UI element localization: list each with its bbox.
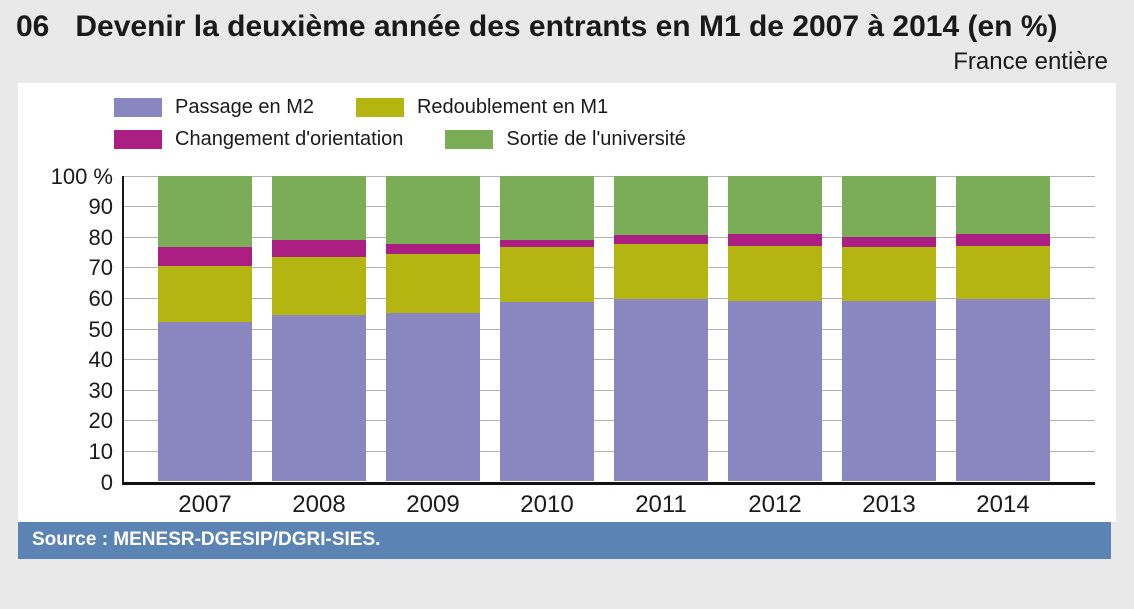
bar-segment-2008-2 <box>272 256 366 315</box>
bar-segment-2008-4 <box>272 175 366 240</box>
bar-2007 <box>158 175 252 482</box>
legend-label-3: Changement d'orientation <box>175 127 404 150</box>
gridline-70 <box>124 267 1095 269</box>
y-tick-label: 50 <box>88 316 113 342</box>
bar-segment-2011-2 <box>614 244 708 300</box>
bar-segment-2007-2 <box>158 265 252 323</box>
legend-swatch-3 <box>114 129 162 149</box>
figure-header: 06 Devenir la deuxième année des entrant… <box>0 0 1134 76</box>
gridline-60 <box>124 297 1095 299</box>
bar-segment-2013-4 <box>842 175 936 237</box>
bar-segment-2013-2 <box>842 247 936 301</box>
x-axis-labels: 2007 2008 2009 2010 2011 2012 2013 2014 <box>158 491 1116 519</box>
y-tick-label: 80 <box>88 224 113 250</box>
x-tick-label-2013: 2013 <box>862 490 916 518</box>
bar-segment-2007-1 <box>158 322 252 482</box>
bar-segment-2007-4 <box>158 175 252 248</box>
bar-segment-2009-4 <box>386 175 480 245</box>
legend-row-2: Changement d'orientation Sortie de l'univ… <box>114 128 1116 151</box>
bar-segment-2008-1 <box>272 314 366 482</box>
legend-swatch-2 <box>355 97 404 117</box>
chart-legend: Passage en M2 Redoublement en M1 Changemen… <box>114 96 1116 151</box>
gridline-80 <box>124 236 1095 238</box>
bar-2011 <box>614 175 708 482</box>
bar-segment-2010-1 <box>500 302 594 482</box>
y-tick-label: 70 <box>88 255 113 281</box>
bar-2009 <box>386 175 480 482</box>
y-tick-label: 30 <box>88 377 113 403</box>
bar-segment-2011-3 <box>614 235 708 245</box>
x-tick-label-2012: 2012 <box>748 490 802 518</box>
figure-title-line: 06 Devenir la deuxième année des entrant… <box>16 10 1118 45</box>
bar-segment-2007-3 <box>158 247 252 266</box>
bar-segment-2009-3 <box>386 244 480 254</box>
bar-2012 <box>728 175 822 482</box>
bar-segment-2009-1 <box>386 313 480 482</box>
bar-segment-2014-4 <box>956 175 1050 234</box>
figure-number: 06 <box>16 10 50 43</box>
chart-area: 100 % 90 80 70 60 50 40 30 20 10 0 <box>18 164 1116 495</box>
bar-segment-2010-3 <box>500 239 594 248</box>
gridline-40 <box>124 359 1095 361</box>
bar-segment-2011-1 <box>614 299 708 482</box>
bar-segment-2014-1 <box>956 299 1050 482</box>
source-text: Source : MENESR-DGESIP/DGRI-SIES. <box>32 529 381 550</box>
legend-item-3: Changement d'orientation <box>114 128 403 151</box>
legend-row-1: Passage en M2 Redoublement en M1 <box>114 96 1116 119</box>
bar-segment-2013-1 <box>842 300 936 482</box>
legend-label-2: Redoublement en M1 <box>416 95 609 118</box>
bar-segment-2010-4 <box>500 175 594 240</box>
gridline-20 <box>124 420 1095 422</box>
bar-2014 <box>956 175 1050 482</box>
bar-2010 <box>500 175 594 482</box>
y-tick-label: 40 <box>88 347 113 373</box>
bar-segment-2014-3 <box>956 233 1050 246</box>
legend-swatch-4 <box>445 129 494 149</box>
x-tick-label-2008: 2008 <box>292 490 346 518</box>
y-tick-label: 20 <box>88 408 113 434</box>
y-tick-label: 10 <box>88 438 113 464</box>
y-axis-labels: 100 % 90 80 70 60 50 40 30 20 10 0 <box>18 164 122 495</box>
bar-segment-2009-2 <box>386 253 480 314</box>
bar-segment-2011-4 <box>614 175 708 236</box>
y-tick-label: 0 <box>100 469 113 495</box>
source-bar: Source : MENESR-DGESIP/DGRI-SIES. <box>18 521 1111 559</box>
bar-segment-2014-2 <box>956 245 1050 300</box>
bar-segment-2012-1 <box>728 300 822 482</box>
y-tick-label: 60 <box>88 285 113 311</box>
x-tick-label-2007: 2007 <box>178 490 232 518</box>
bars-container <box>158 175 1050 482</box>
x-tick-label-2009: 2009 <box>406 490 460 518</box>
legend-item-1: Passage en M2 <box>114 96 314 119</box>
bar-2013 <box>842 175 936 482</box>
legend-item-4: Sortie de l'université <box>445 127 686 151</box>
gridline-90 <box>124 206 1095 208</box>
legend-label-1: Passage en M2 <box>175 95 314 118</box>
figure-subtitle: France entière <box>953 47 1108 75</box>
bar-2008 <box>272 175 366 482</box>
bar-segment-2012-4 <box>728 175 822 234</box>
x-tick-label-2011: 2011 <box>635 490 687 518</box>
legend-swatch-1 <box>114 97 162 117</box>
gridline-30 <box>124 389 1095 391</box>
bar-segment-2012-3 <box>728 233 822 246</box>
y-tick-label: 100 % <box>50 163 113 189</box>
bar-segment-2012-2 <box>728 245 822 301</box>
gridline-50 <box>124 328 1095 330</box>
chart-panel: Passage en M2 Redoublement en M1 Changemen… <box>18 82 1116 522</box>
x-tick-label-2010: 2010 <box>520 490 574 518</box>
legend-item-2: Redoublement en M1 <box>355 95 609 119</box>
bar-segment-2008-3 <box>272 239 366 257</box>
bar-segment-2010-2 <box>500 247 594 303</box>
gridline-10 <box>124 450 1095 452</box>
gridline-100 <box>124 175 1095 177</box>
figure-title: Devenir la deuxième année des entrants e… <box>75 10 1058 43</box>
x-tick-label-2014: 2014 <box>976 490 1030 518</box>
legend-label-4: Sortie de l'université <box>506 127 686 150</box>
y-tick-label: 90 <box>88 194 113 220</box>
plot-area <box>122 175 1095 485</box>
bar-segment-2013-3 <box>842 236 936 248</box>
